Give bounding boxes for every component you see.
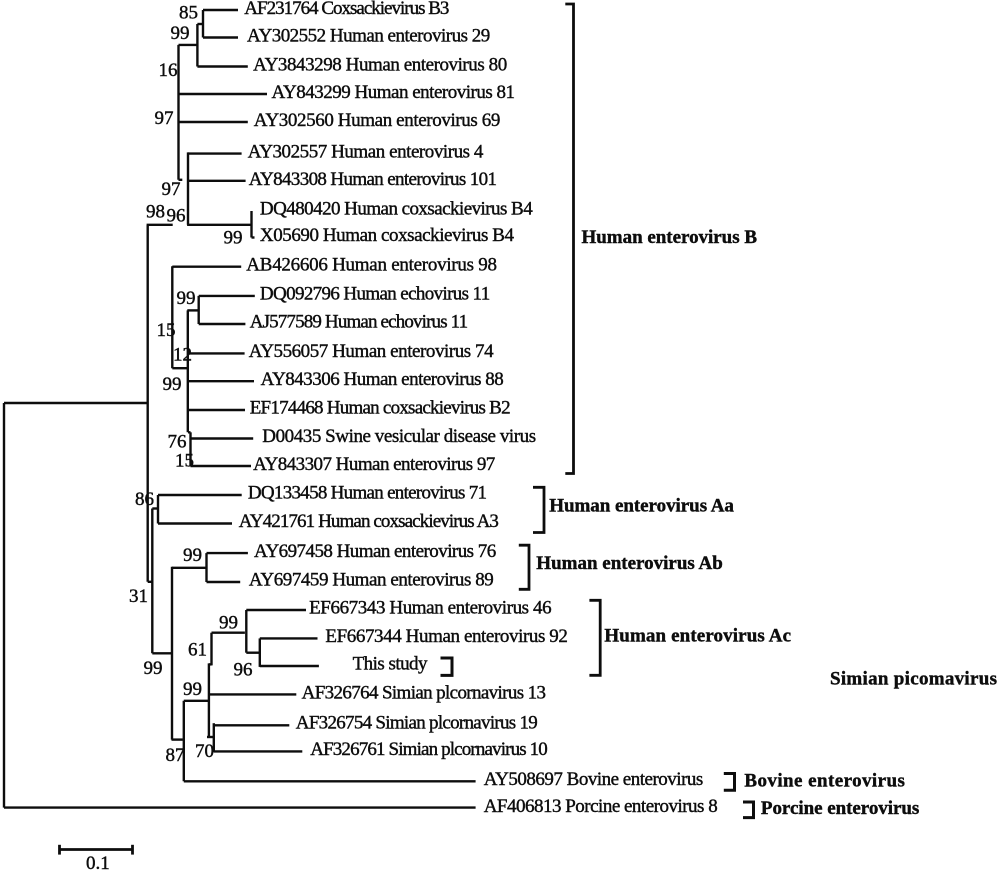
svg-text:16: 16 — [159, 60, 178, 81]
svg-text:AJ577589 Human echovirus 11: AJ577589 Human echovirus 11 — [250, 312, 468, 333]
svg-text:AY556057 Human enterovirus 74: AY556057 Human enterovirus 74 — [249, 341, 494, 362]
svg-text:12: 12 — [173, 345, 192, 366]
svg-text:D00435 Swine vesicular disease: D00435 Swine vesicular disease virus — [262, 426, 536, 447]
svg-text:99: 99 — [219, 613, 238, 634]
svg-text:DQ480420 Human coxsackievirus: DQ480420 Human coxsackievirus B4 — [260, 199, 533, 220]
svg-text:AF406813 Porcine enterovirus 8: AF406813 Porcine enterovirus 8 — [484, 796, 718, 817]
svg-text:85: 85 — [179, 3, 198, 24]
svg-text:AY508697 Bovine enterovirus: AY508697 Bovine enterovirus — [484, 769, 704, 790]
svg-text:87: 87 — [166, 745, 185, 766]
svg-text:DQ133458 Human enterovirus 71: DQ133458 Human enterovirus 71 — [248, 483, 487, 504]
svg-text:99: 99 — [183, 679, 202, 700]
svg-text:EF667343 Human enterovirus 46: EF667343 Human enterovirus 46 — [309, 598, 551, 619]
svg-text:AY421761 Human coxsackievirus: AY421761 Human coxsackievirus A3 — [239, 511, 499, 532]
svg-text:Simian picomavirus: Simian picomavirus — [830, 669, 997, 690]
svg-text:X05690 Human coxsackievirus B4: X05690 Human coxsackievirus B4 — [260, 225, 515, 246]
svg-text:AY697459 Human enterovirus 89: AY697459 Human enterovirus 89 — [249, 570, 494, 591]
svg-text:AY302560 Human enterovirus 69: AY302560 Human enterovirus 69 — [254, 110, 501, 131]
svg-text:Porcine enterovirus: Porcine enterovirus — [761, 798, 919, 819]
svg-text:DQ092796 Human echovirus 11: DQ092796 Human echovirus 11 — [260, 284, 490, 305]
svg-text:99: 99 — [224, 228, 243, 249]
svg-text:AY3843298 Human enterovirus 80: AY3843298 Human enterovirus 80 — [253, 55, 507, 76]
svg-text:Human enterovirus B: Human enterovirus B — [582, 227, 758, 248]
svg-text:AF326754 Simian plcornavirus 1: AF326754 Simian plcornavirus 19 — [296, 713, 538, 734]
svg-text:Human enterovirus Ac: Human enterovirus Ac — [604, 626, 791, 647]
svg-text:EF174468 Human coxsackievirus: EF174468 Human coxsackievirus B2 — [250, 398, 511, 419]
svg-text:76: 76 — [168, 432, 187, 453]
svg-text:AY843299 Human enterovirus 81: AY843299 Human enterovirus 81 — [272, 82, 516, 103]
svg-text:AY843307 Human enterovirus 97: AY843307 Human enterovirus 97 — [253, 454, 495, 475]
svg-text:EF667344 Human enterovirus 92: EF667344 Human enterovirus 92 — [325, 626, 568, 647]
svg-text:AY843308 Human enterovirus 101: AY843308 Human enterovirus 101 — [249, 169, 497, 190]
svg-text:AF326761 Simian plcornavirus 1: AF326761 Simian plcornavirus 10 — [310, 739, 548, 760]
svg-text:31: 31 — [129, 586, 148, 607]
svg-text:86: 86 — [135, 489, 154, 510]
svg-text:AY843306 Human enterovirus 88: AY843306 Human enterovirus 88 — [261, 369, 504, 390]
svg-text:99: 99 — [144, 658, 163, 679]
svg-text:96: 96 — [167, 206, 186, 227]
svg-text:96: 96 — [234, 660, 253, 681]
svg-text:0.1: 0.1 — [86, 853, 110, 874]
svg-text:AY302552 Human enterovirus 29: AY302552 Human enterovirus 29 — [247, 26, 490, 47]
svg-text:AF326764 Simian plcornavirus 1: AF326764 Simian plcornavirus 13 — [302, 683, 546, 704]
svg-text:Human enterovirus Ab: Human enterovirus Ab — [536, 553, 723, 574]
svg-text:61: 61 — [188, 640, 207, 661]
svg-text:AY302557 Human enterovirus 4: AY302557 Human enterovirus 4 — [248, 141, 484, 162]
svg-text:15: 15 — [175, 451, 194, 472]
svg-text:Bovine enterovirus: Bovine enterovirus — [744, 771, 905, 792]
svg-text:99: 99 — [171, 23, 190, 44]
svg-text:Human enterovirus Aa: Human enterovirus Aa — [549, 496, 734, 517]
svg-text:AB426606 Human enterovirus 98: AB426606 Human enterovirus 98 — [246, 255, 497, 276]
svg-text:This study: This study — [353, 654, 428, 675]
svg-text:98: 98 — [146, 202, 165, 223]
svg-text:99: 99 — [177, 288, 196, 309]
svg-text:AF231764 Coxsackievirus B3: AF231764 Coxsackievirus B3 — [244, 0, 449, 19]
svg-text:99: 99 — [183, 545, 202, 566]
svg-text:97: 97 — [155, 108, 174, 129]
svg-text:70: 70 — [195, 741, 214, 762]
svg-text:15: 15 — [157, 320, 176, 341]
svg-text:97: 97 — [162, 179, 181, 200]
svg-text:99: 99 — [163, 374, 182, 395]
svg-text:AY697458 Human enterovirus 76: AY697458 Human enterovirus 76 — [254, 541, 496, 562]
